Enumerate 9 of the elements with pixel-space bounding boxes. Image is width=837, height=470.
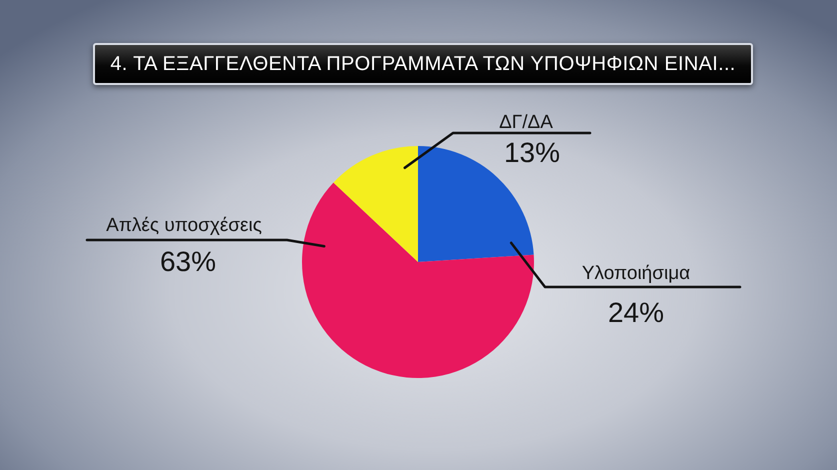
chart-title: 4. ΤΑ ΕΞΑΓΓΕΛΘΕΝΤΑ ΠΡΟΓΡΑΜΜΑΤΑ ΤΩΝ ΥΠΟΨΗΦΙΩΝ ΕΙΝΑΙ... [93, 43, 753, 85]
data-label: 24% [608, 297, 664, 328]
slice-label: Υλοποιήσιμα [582, 263, 690, 284]
data-label: 13% [504, 137, 560, 168]
pie-slice [333, 146, 418, 262]
data-label: 63% [160, 246, 216, 277]
slice-label: Απλές υποσχέσεις [106, 215, 262, 236]
pie-slice [302, 182, 534, 378]
slice-label: ΔΓ/ΔΑ [499, 112, 554, 133]
